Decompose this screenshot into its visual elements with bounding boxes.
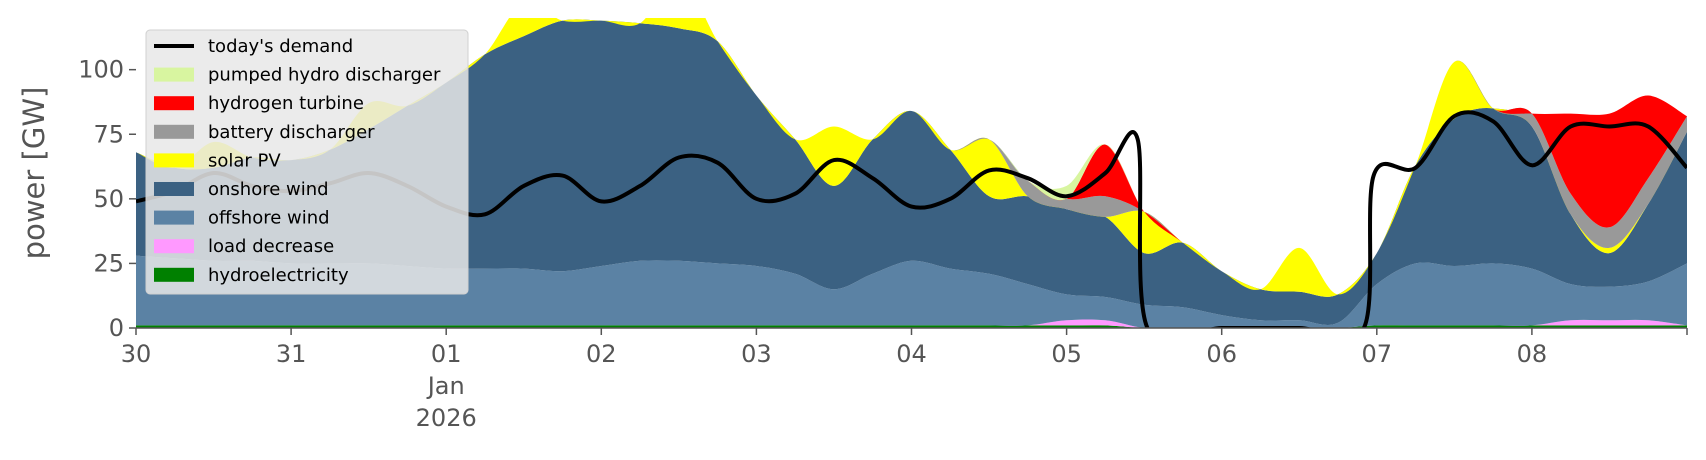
legend-swatch-offshore-wind	[154, 210, 194, 225]
legend-swatch-solar-pv	[154, 153, 194, 168]
legend-label-solar-pv: solar PV	[208, 150, 281, 171]
legend-label-hydrogen-turbine: hydrogen turbine	[208, 93, 364, 114]
legend-swatch-hydroelectricity	[154, 267, 194, 282]
legend-swatch-load-decrease	[154, 239, 194, 254]
y-tick-label: 75	[93, 120, 124, 148]
area-offshore-wind	[136, 255, 1687, 328]
x-tick-label: 31	[276, 340, 307, 368]
y-tick-label: 25	[93, 249, 124, 277]
y-tick-label: 0	[109, 314, 124, 342]
legend-swatch-onshore-wind	[154, 182, 194, 196]
x-tick-label: 02	[586, 340, 617, 368]
y-tick-label: 50	[93, 185, 124, 213]
legend-swatch-pumped-hydro-discharger	[154, 67, 194, 82]
legend: today's demand pumped hydro discharger hyd…	[145, 29, 469, 295]
legend-swatch-hydrogen-turbine	[154, 96, 194, 111]
x-tick-label: 05	[1051, 340, 1082, 368]
x-tick-label: 30	[121, 340, 152, 368]
y-tick-label: 100	[78, 56, 124, 84]
y-axis-title: power [GW]	[17, 87, 51, 260]
x-tick-label: 04	[896, 340, 927, 368]
x-tick-sublabel: Jan	[426, 372, 465, 400]
area-onshore-wind	[136, 19, 1687, 326]
legend-box	[145, 29, 469, 295]
x-tick-sublabel: 2026	[416, 404, 477, 432]
legend-label-onshore-wind: onshore wind	[208, 179, 329, 200]
legend-label-battery-discharger: battery discharger	[208, 122, 375, 143]
x-tick-label: 06	[1206, 340, 1237, 368]
axes: 0 25 50 75 100 30 31 01 Jan 2026 02 03 04 05 06 07 08	[78, 56, 1688, 432]
legend-label-today-s-demand: today's demand	[208, 36, 353, 57]
x-tick-label: 01	[431, 340, 462, 368]
x-tick-label: 03	[741, 340, 772, 368]
legend-label-offshore-wind: offshore wind	[208, 208, 330, 229]
legend-label-hydroelectricity: hydroelectricity	[208, 265, 349, 286]
x-tick-label: 08	[1517, 340, 1548, 368]
legend-swatch-battery-discharger	[154, 124, 194, 139]
legend-label-load-decrease: load decrease	[208, 236, 334, 257]
x-tick-label: 07	[1362, 340, 1393, 368]
legend-label-pumped-hydro-discharger: pumped hydro discharger	[208, 65, 441, 86]
